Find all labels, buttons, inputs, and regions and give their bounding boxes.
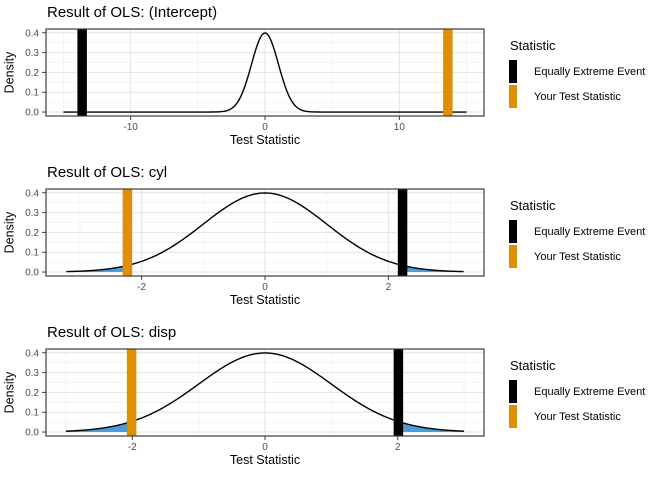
svg-text:2: 2 bbox=[386, 282, 392, 293]
legend-item-label: Equally Extreme Event bbox=[534, 385, 646, 398]
svg-text:0.0: 0.0 bbox=[25, 268, 39, 279]
legend-item: Your Test Statistic bbox=[509, 85, 669, 108]
svg-text:0.0: 0.0 bbox=[25, 428, 39, 439]
x-axis-title: Test Statistic bbox=[229, 133, 301, 147]
svg-text:0.2: 0.2 bbox=[25, 228, 39, 239]
svg-text:0.1: 0.1 bbox=[25, 248, 39, 259]
legend-swatch-equally-extreme bbox=[509, 220, 517, 243]
svg-text:-10: -10 bbox=[123, 122, 138, 133]
svg-text:10: 10 bbox=[394, 122, 406, 133]
svg-text:0.2: 0.2 bbox=[25, 388, 39, 399]
svg-text:-2: -2 bbox=[128, 442, 137, 453]
svg-text:0.3: 0.3 bbox=[25, 48, 39, 59]
legend-swatch-test-statistic bbox=[509, 245, 517, 268]
legend: Statistic Equally Extreme Event Your Tes… bbox=[509, 198, 669, 270]
svg-text:0: 0 bbox=[262, 122, 268, 133]
svg-text:-2: -2 bbox=[137, 282, 146, 293]
plot-title: Result of OLS: cyl bbox=[47, 164, 168, 181]
legend-item: Your Test Statistic bbox=[509, 245, 669, 268]
plot-block-cyl: -2 0 2 0.0 0.1 0.2 0.3 0.4 Result of OLS: cyl D… bbox=[0, 160, 672, 320]
svg-text:0.2: 0.2 bbox=[25, 68, 39, 79]
svg-text:0.4: 0.4 bbox=[25, 188, 39, 199]
svg-text:0.0: 0.0 bbox=[25, 108, 39, 119]
density-chart-intercept: -10 0 10 0.0 0.1 0.2 0.3 0.4 bbox=[25, 28, 485, 133]
plot-block-disp: -2 0 2 0.0 0.1 0.2 0.3 0.4 Result of OLS: disp … bbox=[0, 320, 672, 480]
legend: Statistic Equally Extreme Event Your Tes… bbox=[509, 38, 669, 110]
legend-title: Statistic bbox=[510, 38, 556, 53]
legend-item-label: Your Test Statistic bbox=[534, 90, 621, 103]
y-axis-title: Density bbox=[2, 371, 17, 414]
svg-text:0: 0 bbox=[262, 442, 268, 453]
legend-item: Equally Extreme Event bbox=[509, 380, 669, 403]
x-axis-title: Test Statistic bbox=[229, 453, 301, 467]
legend-item: Your Test Statistic bbox=[509, 405, 669, 428]
legend-title: Statistic bbox=[510, 198, 556, 213]
legend-item: Equally Extreme Event bbox=[509, 60, 669, 83]
legend-item-label: Equally Extreme Event bbox=[534, 65, 646, 78]
legend-item-label: Your Test Statistic bbox=[534, 250, 621, 263]
legend-swatch-equally-extreme bbox=[509, 60, 517, 83]
plot-title: Result of OLS: disp bbox=[47, 324, 177, 341]
svg-text:0.4: 0.4 bbox=[25, 28, 39, 39]
svg-text:0.3: 0.3 bbox=[25, 208, 39, 219]
legend-item-label: Equally Extreme Event bbox=[534, 225, 646, 238]
svg-text:0: 0 bbox=[262, 282, 268, 293]
svg-text:0.1: 0.1 bbox=[25, 88, 39, 99]
plot-title: Result of OLS: (Intercept) bbox=[47, 4, 218, 21]
plot-block-intercept: -10 0 10 0.0 0.1 0.2 0.3 0.4 Result of OLS: (In… bbox=[0, 0, 672, 160]
y-axis-title: Density bbox=[2, 211, 17, 254]
legend-swatch-test-statistic bbox=[509, 405, 517, 428]
legend-title: Statistic bbox=[510, 358, 556, 373]
legend-swatch-test-statistic bbox=[509, 85, 517, 108]
svg-text:0.3: 0.3 bbox=[25, 368, 39, 379]
y-axis-title: Density bbox=[2, 51, 17, 94]
legend-swatch-equally-extreme bbox=[509, 380, 517, 403]
legend-item-label: Your Test Statistic bbox=[534, 410, 621, 423]
legend: Statistic Equally Extreme Event Your Tes… bbox=[509, 358, 669, 430]
x-axis-title: Test Statistic bbox=[229, 293, 301, 307]
density-chart-cyl: -2 0 2 0.0 0.1 0.2 0.3 0.4 bbox=[25, 188, 485, 293]
svg-text:0.4: 0.4 bbox=[25, 348, 39, 359]
svg-text:0.1: 0.1 bbox=[25, 408, 39, 419]
svg-text:2: 2 bbox=[395, 442, 401, 453]
density-chart-disp: -2 0 2 0.0 0.1 0.2 0.3 0.4 bbox=[25, 348, 485, 453]
legend-item: Equally Extreme Event bbox=[509, 220, 669, 243]
